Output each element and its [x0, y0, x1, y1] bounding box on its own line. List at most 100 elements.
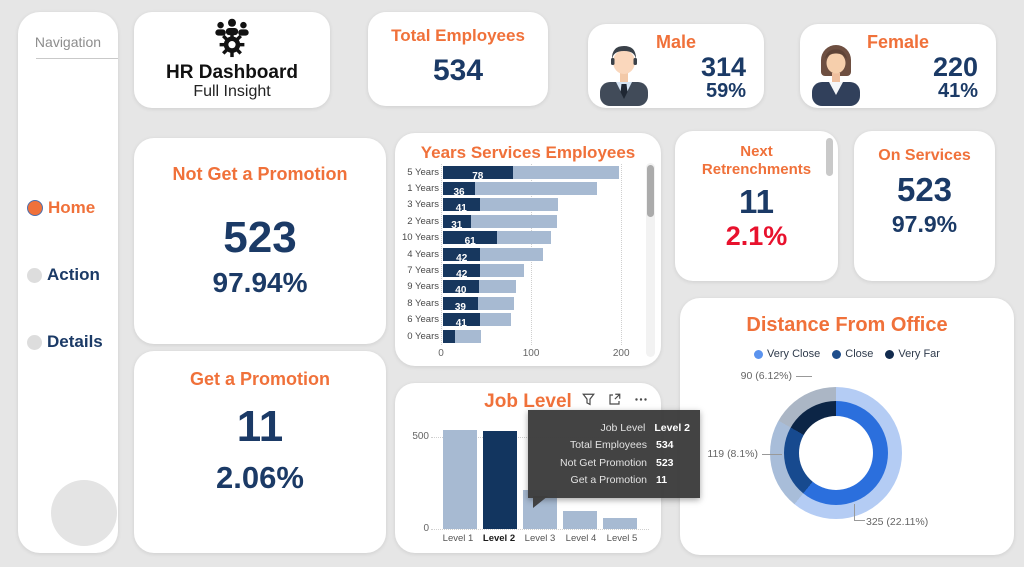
card-title: Get a Promotion — [189, 369, 330, 389]
bar-category-label: 7 Years — [407, 265, 439, 277]
team-gear-icon — [215, 18, 249, 58]
tooltip-value: 534 — [656, 439, 674, 452]
bar-value-label: 31 — [451, 219, 463, 231]
tooltip-row: Not Get Promotion 523 — [538, 455, 690, 472]
filter-icon[interactable] — [581, 392, 596, 407]
on-services-card[interactable]: On Services 523 97.9% — [854, 131, 995, 281]
total-employees-card[interactable]: Total Employees 534 — [368, 12, 548, 106]
slice-label-very-close: 325 (22.11%) — [866, 516, 929, 528]
legend-label: Very Close — [767, 348, 821, 360]
tooltip-row: Get a Promotion 11 — [538, 472, 690, 489]
next-retrenchments-card[interactable]: Next Retrenchments 11 2.1% — [675, 131, 838, 281]
y-tick-label: 0 — [423, 523, 429, 534]
bar-row: 8 Years 39 — [401, 295, 641, 313]
total-employees-value: 534 — [432, 54, 484, 87]
bar-highlight[interactable]: 41 — [443, 198, 480, 214]
get-promotion-percent: 2.06% — [216, 460, 304, 495]
bar-value-label: 42 — [456, 269, 468, 281]
slice-label-very-far: 90 (6.12%) — [740, 370, 792, 382]
bar-chart-rows: 5 Years 78 1 Years 36 3 Years 41 2 Years 31 10 Y… — [401, 164, 641, 344]
card-title: Not Get a Promotion — [172, 164, 348, 184]
get-promotion-value: 11 — [236, 402, 284, 451]
scrollbar-thumb[interactable] — [647, 165, 654, 217]
legend-item-very-close[interactable]: Very Close — [754, 348, 820, 360]
app-subtitle: Full Insight — [193, 82, 271, 100]
bar-total[interactable] — [443, 214, 558, 228]
more-options-icon[interactable] — [633, 392, 649, 407]
tooltip-label: Get a Promotion — [570, 473, 647, 486]
bar-row: 5 Years 78 — [401, 164, 641, 182]
bar-value-label: 42 — [456, 252, 468, 264]
chart-title: Years Services Employees — [420, 143, 636, 162]
bar-highlight[interactable]: 39 — [443, 296, 478, 313]
bar-category-label: 1 Years — [407, 183, 439, 195]
bar-total[interactable] — [443, 182, 598, 196]
tooltip-label: Job Level — [600, 422, 646, 434]
bar-highlight[interactable]: 36 — [443, 182, 476, 198]
chart-tooltip: Job Level Level 2 Total Employees 534 Not Ge… — [528, 410, 700, 509]
years-services-chart-card: Years Services Employees 5 Years 78 1 Year… — [395, 133, 661, 366]
focus-mode-icon[interactable] — [607, 392, 622, 407]
male-count-value: 314 — [700, 52, 746, 82]
bar-highlight[interactable]: 42 — [443, 247, 481, 264]
x-tick-label: 200 — [612, 348, 630, 359]
app-title: HR Dashboard — [166, 62, 298, 83]
card-title: Total Employees — [391, 26, 525, 45]
male-percent-value: 59% — [705, 80, 746, 102]
legend-item-close[interactable]: Close — [832, 348, 873, 360]
bar-level-4[interactable] — [563, 510, 597, 529]
bar-level-5[interactable] — [603, 517, 637, 529]
retrenchments-value: 11 — [739, 183, 774, 220]
not-get-promotion-card[interactable]: Not Get a Promotion 523 97.94% — [134, 138, 386, 344]
get-promotion-card[interactable]: Get a Promotion 11 2.06% — [134, 351, 386, 553]
scrollbar-thumb[interactable] — [826, 138, 833, 176]
bar-highlight[interactable]: 78 — [443, 165, 513, 182]
bar-level-2[interactable] — [483, 430, 517, 529]
sidebar-item-action[interactable]: Action — [27, 265, 100, 285]
bar-value-label: 40 — [455, 285, 467, 297]
bar-highlight[interactable]: 42 — [443, 264, 481, 281]
bar-category-label: 8 Years — [407, 297, 439, 309]
bar-category-label: 10 Years — [402, 232, 439, 244]
chart-title: Job Level — [484, 391, 572, 412]
x-tick-label: 100 — [522, 348, 540, 359]
bar-row: 10 Years 61 — [401, 230, 641, 248]
bar-highlight[interactable]: 40 — [443, 280, 479, 297]
tooltip-value: 11 — [656, 473, 668, 486]
navigation-title: Navigation — [34, 34, 102, 50]
bar-level-1[interactable] — [443, 429, 477, 529]
x-axis-category-label: Level 3 — [524, 533, 556, 544]
bar-highlight[interactable]: 31 — [443, 214, 471, 231]
tooltip-value: 523 — [656, 456, 674, 469]
not-promotion-percent: 97.94% — [212, 267, 308, 298]
radio-unselected-icon[interactable] — [27, 267, 42, 283]
bar-category-label: 6 Years — [407, 314, 439, 326]
bar-highlight[interactable] — [443, 329, 455, 343]
legend-item-very-far[interactable]: Very Far — [885, 348, 940, 360]
bar-value-label: 61 — [464, 236, 476, 248]
chart-title: Distance From Office — [746, 314, 948, 336]
bar-row: 7 Years 42 — [401, 262, 641, 281]
sidebar-item-label: Home — [48, 198, 96, 217]
label-connector-line — [762, 454, 782, 455]
bar-highlight[interactable]: 61 — [443, 231, 498, 248]
bar-row: 9 Years 40 — [401, 279, 641, 297]
radio-selected-icon[interactable] — [27, 200, 43, 216]
sidebar-placeholder-circle[interactable] — [51, 480, 117, 546]
sidebar-item-label: Action — [47, 265, 100, 284]
sidebar-item-home[interactable]: Home — [27, 198, 95, 218]
female-card[interactable]: Female 220 41% — [800, 24, 996, 108]
not-promotion-value: 523 — [223, 213, 297, 262]
sidebar-item-details[interactable]: Details — [27, 332, 103, 352]
chart-scrollbar[interactable] — [646, 163, 655, 357]
bar-highlight[interactable]: 41 — [443, 313, 480, 329]
x-axis-category-label: Level 1 — [442, 533, 474, 544]
navigation-sidebar: Navigation Home Action Details — [18, 12, 118, 553]
legend-dot-icon — [832, 349, 842, 359]
legend-label: Close — [845, 348, 874, 360]
tooltip-value: Level 2 — [654, 422, 690, 434]
radio-unselected-icon[interactable] — [27, 334, 42, 350]
male-card[interactable]: Male 314 59% — [588, 24, 764, 108]
tooltip-row: Total Employees 534 — [538, 437, 690, 454]
donut-legend: Very Close Close Very Far — [680, 348, 1014, 360]
